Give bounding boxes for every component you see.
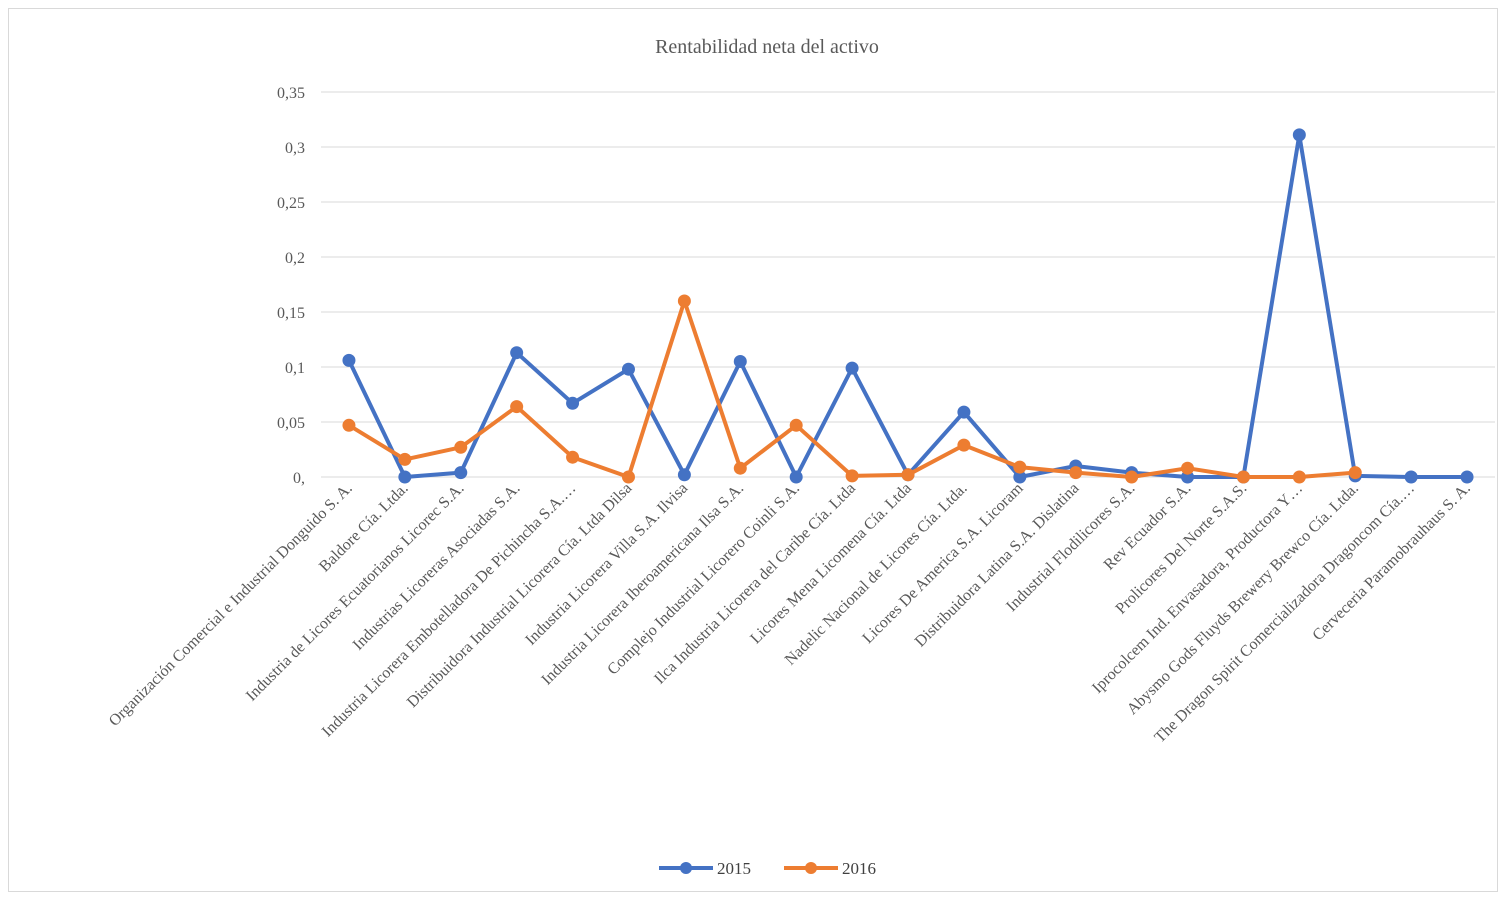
data-point — [677, 468, 691, 482]
x-category-label: Iprocolcem Ind. Envasadora, Productora Y… — [1089, 480, 1306, 697]
data-point — [901, 468, 915, 482]
line-chart: Rentabilidad neta del activo 0,0,050,10,… — [106, 36, 1495, 878]
y-tick-label: 0,05 — [277, 415, 305, 432]
data-point — [621, 362, 635, 376]
data-point — [1013, 470, 1027, 484]
data-point — [1125, 470, 1139, 484]
data-point — [1292, 470, 1306, 484]
data-point — [566, 396, 580, 410]
x-category-label: Organización Comercial e Industrial Dong… — [106, 480, 356, 730]
legend-marker — [680, 862, 692, 874]
data-point — [957, 405, 971, 419]
x-category-label: Industria Licorera Embotelladora De Pich… — [319, 480, 580, 741]
y-tick-label: 0, — [293, 470, 305, 487]
data-point — [398, 470, 412, 484]
legend: 2015 2016 — [659, 859, 876, 878]
data-point — [733, 461, 747, 475]
data-point — [1348, 466, 1362, 480]
data-point — [1404, 470, 1418, 484]
series-2016 — [342, 294, 1362, 484]
data-point — [1460, 470, 1474, 484]
x-category-label: Ilca Industria Licorera del Caribe Cía. … — [651, 480, 859, 688]
x-category-label: Industria Licorera Iberoamericana Ilsa S… — [538, 480, 747, 689]
data-point — [342, 353, 356, 367]
y-tick-label: 0,3 — [285, 140, 305, 157]
legend-label: 2015 — [717, 859, 751, 878]
gridlines — [321, 91, 1495, 478]
data-point — [1069, 466, 1083, 480]
data-point — [1236, 470, 1250, 484]
y-tick-label: 0,25 — [277, 195, 305, 212]
data-point — [398, 452, 412, 466]
data-point — [621, 470, 635, 484]
y-tick-label: 0,2 — [285, 250, 305, 267]
legend-marker — [805, 862, 817, 874]
y-tick-label: 0,15 — [277, 305, 305, 322]
series-lines — [342, 128, 1474, 484]
legend-item: 2015 — [659, 859, 751, 878]
data-point — [733, 355, 747, 368]
y-tick-label: 0,35 — [277, 85, 305, 102]
x-axis-labels: Organización Comercial e Industrial Dong… — [106, 479, 1474, 746]
series-line — [347, 132, 1469, 479]
data-point — [789, 418, 803, 432]
y-axis-ticks: 0, 0,05 0,1 0,15 0,2 0,25 0,3 0,35 — [277, 85, 305, 487]
legend-item: 2016 — [784, 859, 876, 878]
x-category-label: The Dragon Spirit Comercializadora Drago… — [1151, 480, 1418, 747]
data-point — [1292, 128, 1306, 142]
chart-title: Rentabilidad neta del activo — [655, 36, 879, 58]
data-point — [845, 469, 859, 483]
y-tick-label: 0,1 — [285, 360, 305, 377]
chart-area: Rentabilidad neta del activo 0, 0,05 0,1 0,… — [8, 8, 1498, 892]
data-point — [789, 470, 803, 484]
series-2015 — [342, 128, 1474, 484]
legend-label: 2016 — [842, 859, 876, 878]
data-point — [677, 294, 691, 308]
data-point — [1181, 461, 1195, 475]
data-point — [510, 400, 524, 414]
data-point — [1013, 460, 1027, 474]
data-point — [566, 450, 580, 464]
data-point — [454, 466, 468, 480]
data-point — [342, 418, 356, 432]
x-category-label: Complejo Industrial Licorero Coinli S.A. — [604, 480, 803, 679]
data-point — [845, 361, 859, 375]
data-point — [957, 438, 971, 452]
data-point — [454, 440, 468, 454]
data-point — [510, 346, 524, 360]
